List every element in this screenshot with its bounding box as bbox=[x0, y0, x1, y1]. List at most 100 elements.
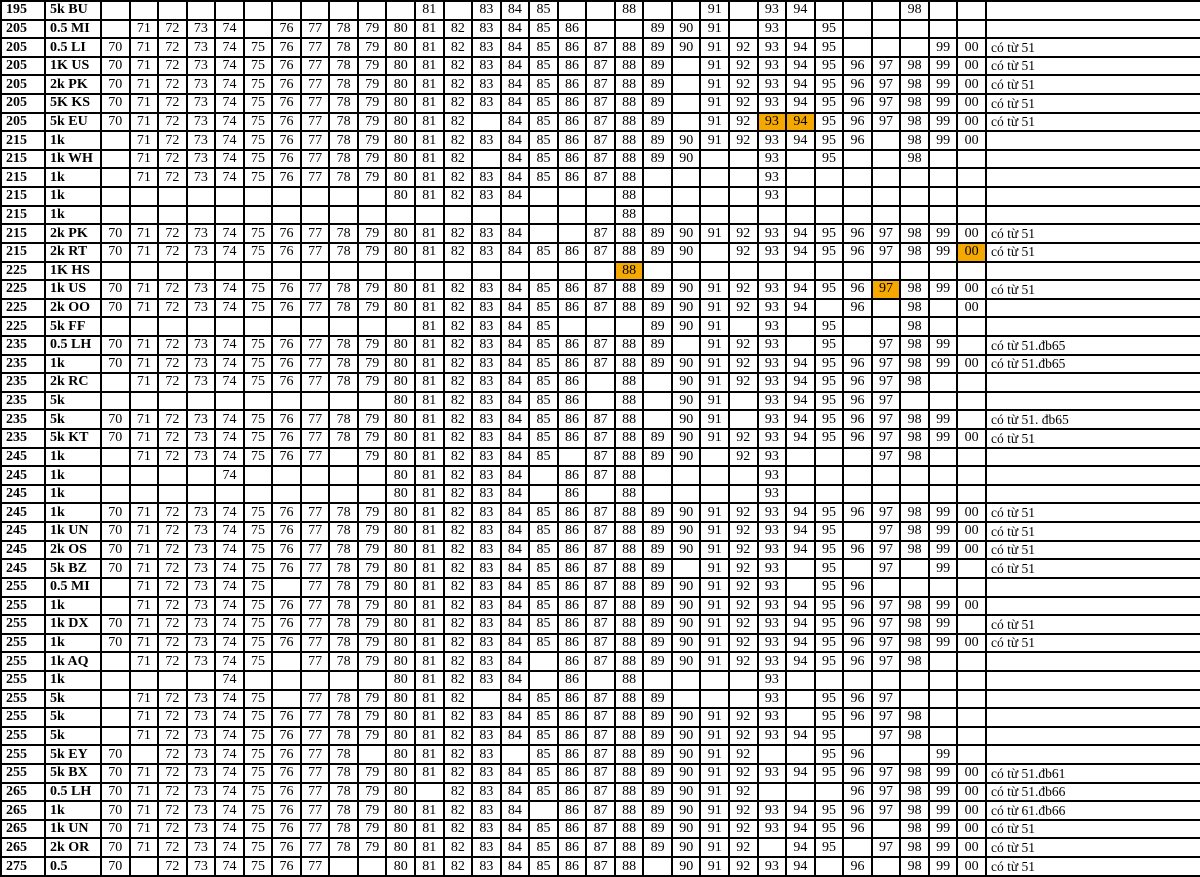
year-cell: 84 bbox=[499, 800, 531, 821]
year-cell: 81 bbox=[414, 651, 445, 672]
year-cell: 87 bbox=[585, 241, 616, 263]
year-cell: 72 bbox=[157, 539, 188, 561]
year-cell: 94 bbox=[785, 800, 816, 821]
year-cell: 93 bbox=[756, 55, 788, 77]
year-cell: 91 bbox=[699, 856, 731, 877]
year-cell: 83 bbox=[471, 353, 502, 375]
empty-year-cell bbox=[728, 465, 759, 486]
year-cell: 74 bbox=[214, 669, 245, 691]
year-cell: 81 bbox=[414, 576, 445, 598]
year-cell: 95 bbox=[813, 744, 845, 765]
year-cell: 78 bbox=[328, 558, 359, 579]
year-cell: 79 bbox=[356, 353, 388, 375]
year-cell: 74 bbox=[214, 688, 245, 710]
year-cell: 89 bbox=[642, 725, 673, 747]
year-cell: 91 bbox=[699, 334, 731, 356]
year-cell: 96 bbox=[842, 55, 873, 77]
year-cell: 95 bbox=[813, 279, 845, 300]
group-cell: 235 bbox=[0, 353, 46, 375]
label-cell: 1k bbox=[44, 465, 102, 486]
year-cell: 86 bbox=[556, 632, 588, 654]
year-cell: 83 bbox=[471, 279, 502, 300]
year-cell: 75 bbox=[242, 595, 274, 617]
year-cell: 70 bbox=[100, 37, 131, 58]
year-cell: 93 bbox=[756, 390, 788, 412]
year-cell: 98 bbox=[899, 521, 930, 542]
year-cell: 72 bbox=[157, 353, 188, 375]
note-cell bbox=[984, 18, 1200, 40]
year-cell: 71 bbox=[128, 576, 160, 598]
empty-year-cell bbox=[870, 130, 902, 151]
empty-year-cell bbox=[699, 669, 731, 691]
year-cell: 86 bbox=[556, 148, 588, 170]
year-cell: 91 bbox=[699, 37, 731, 58]
year-cell: 77 bbox=[299, 763, 331, 784]
table-row: 265 1k UN 70 71 72 73 74 75 76 77 78 79 80 81 82 83 84 85… bbox=[0, 818, 1200, 840]
year-cell: 81 bbox=[414, 725, 445, 747]
year-cell: 82 bbox=[442, 483, 474, 505]
year-cell: 77 bbox=[299, 688, 331, 710]
year-cell: 85 bbox=[528, 130, 559, 151]
year-cell: 85 bbox=[528, 688, 559, 710]
year-cell: 93 bbox=[756, 316, 788, 337]
year-cell: 91 bbox=[699, 372, 731, 393]
year-cell: 76 bbox=[271, 763, 302, 784]
year-cell: 70 bbox=[100, 614, 131, 635]
year-cell: 76 bbox=[271, 707, 302, 728]
year-cell: 87 bbox=[585, 353, 616, 375]
highlighted-year-cell: 93 bbox=[756, 111, 788, 133]
year-cell: 79 bbox=[356, 688, 388, 710]
year-cell: 81 bbox=[414, 558, 445, 579]
year-cell: 93 bbox=[756, 651, 788, 672]
year-cell: 88 bbox=[613, 93, 645, 114]
empty-year-cell bbox=[528, 186, 559, 207]
year-cell: 89 bbox=[642, 279, 673, 300]
year-cell: 76 bbox=[271, 521, 302, 542]
year-cell: 75 bbox=[242, 837, 274, 859]
label-cell: 1k UN bbox=[44, 818, 102, 840]
empty-year-cell bbox=[385, 260, 416, 282]
year-cell: 72 bbox=[157, 428, 188, 449]
year-cell: 78 bbox=[328, 688, 359, 710]
empty-year-cell bbox=[699, 148, 731, 170]
empty-year-cell bbox=[185, 465, 217, 486]
year-cell: 97 bbox=[870, 409, 902, 430]
year-cell: 80 bbox=[385, 297, 416, 319]
year-cell: 76 bbox=[271, 334, 302, 356]
year-cell: 80 bbox=[385, 688, 416, 710]
empty-year-cell bbox=[956, 390, 987, 412]
year-cell: 72 bbox=[157, 614, 188, 635]
year-cell: 92 bbox=[728, 614, 759, 635]
year-cell: 80 bbox=[385, 241, 416, 263]
year-cell: 80 bbox=[385, 37, 416, 58]
year-cell: 89 bbox=[642, 446, 673, 468]
empty-year-cell bbox=[100, 390, 131, 412]
empty-year-cell bbox=[585, 316, 616, 337]
year-cell: 93 bbox=[756, 241, 788, 263]
empty-year-cell bbox=[899, 390, 930, 412]
year-cell: 86 bbox=[556, 837, 588, 859]
year-cell: 95 bbox=[813, 390, 845, 412]
year-cell: 88 bbox=[613, 55, 645, 77]
year-cell: 89 bbox=[642, 223, 673, 244]
year-cell: 83 bbox=[471, 837, 502, 859]
year-cell: 93 bbox=[756, 428, 788, 449]
empty-year-cell bbox=[728, 260, 759, 282]
year-cell: 85 bbox=[528, 725, 559, 747]
year-cell: 96 bbox=[842, 241, 873, 263]
empty-year-cell bbox=[670, 55, 702, 77]
year-cell: 90 bbox=[670, 372, 702, 393]
year-cell: 78 bbox=[328, 409, 359, 430]
group-cell: 215 bbox=[0, 241, 46, 263]
year-cell: 81 bbox=[414, 223, 445, 244]
year-cell: 87 bbox=[585, 130, 616, 151]
year-cell: 92 bbox=[728, 37, 759, 58]
year-cell: 80 bbox=[385, 781, 416, 803]
year-cell: 93 bbox=[756, 521, 788, 542]
year-cell: 87 bbox=[585, 446, 616, 468]
year-cell: 96 bbox=[842, 800, 873, 821]
empty-year-cell bbox=[271, 688, 302, 710]
year-cell: 94 bbox=[785, 539, 816, 561]
year-cell: 76 bbox=[271, 167, 302, 189]
year-cell: 95 bbox=[813, 521, 845, 542]
